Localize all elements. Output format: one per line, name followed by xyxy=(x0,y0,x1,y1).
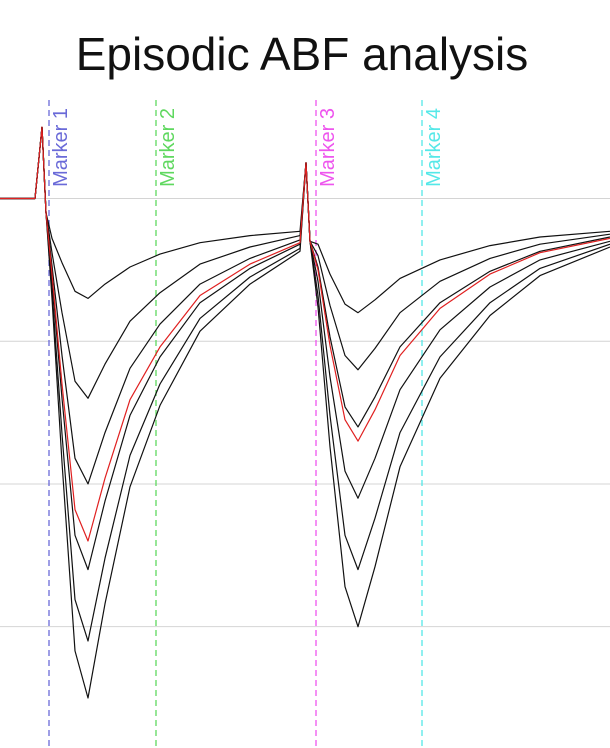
marker-label: Marker 2 xyxy=(157,108,179,187)
trace xyxy=(0,126,610,399)
chart-title: Episodic ABF analysis xyxy=(76,28,529,80)
marker-label: Marker 3 xyxy=(317,108,339,187)
marker-label: Marker 1 xyxy=(50,108,72,187)
trace xyxy=(0,126,610,699)
marker-label: Marker 4 xyxy=(423,108,445,187)
trace xyxy=(0,126,610,542)
trace xyxy=(0,126,610,314)
trace xyxy=(0,126,610,485)
trace xyxy=(0,126,610,571)
trace xyxy=(0,126,610,642)
